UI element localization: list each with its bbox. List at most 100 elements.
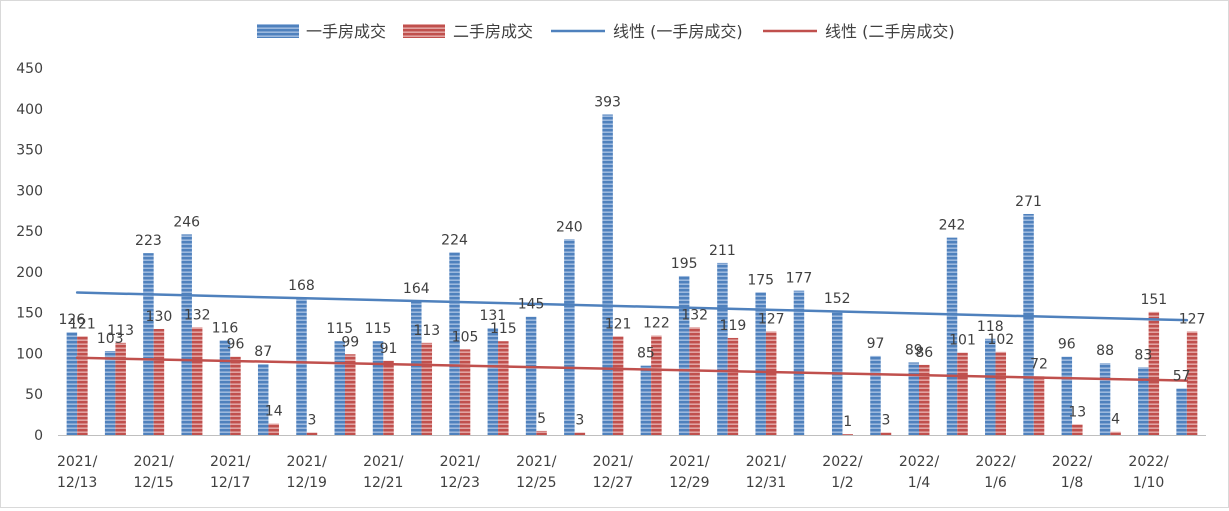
data-label-resale-home: 119	[720, 318, 747, 334]
bar-resale-home	[1033, 376, 1045, 435]
bar-new-home	[296, 297, 307, 435]
data-label-resale-home: 132	[184, 307, 211, 323]
data-label-resale-home: 101	[949, 333, 976, 349]
data-label-new-home: 152	[824, 291, 851, 307]
bar-new-home	[1138, 367, 1149, 435]
bar-resale-home	[995, 351, 1007, 435]
trendline-new-home	[75, 291, 1189, 322]
data-label-new-home: 57	[1173, 369, 1191, 385]
data-label-resale-home: 127	[1179, 311, 1206, 327]
bar-resale-home	[230, 356, 241, 435]
bar-resale-home	[919, 364, 930, 435]
data-label-new-home: 164	[403, 281, 430, 297]
x-tick-label: 2022/	[1052, 454, 1093, 470]
y-axis: 0 50 100 150 200 250 300 350 400 450	[16, 61, 43, 444]
x-axis: 2021/12/13 2021/12/15 2021/12/17 2021/12/19…	[57, 435, 1206, 491]
data-label-resale-home: 91	[380, 341, 398, 357]
bar-new-home	[1176, 388, 1187, 435]
data-label-new-home: 393	[594, 94, 621, 110]
bar-new-home	[793, 290, 805, 435]
bar-new-home	[908, 362, 919, 435]
data-label-resale-home: 121	[69, 316, 96, 332]
legend-label: 线性 (二手房成交)	[825, 22, 955, 41]
data-label-resale-home: 1	[843, 414, 852, 430]
x-tick-label: 1/10	[1133, 475, 1164, 491]
bar-resale-home	[727, 337, 739, 435]
x-tick-label: 2021/	[57, 454, 98, 470]
data-label-resale-home: 13	[1068, 404, 1086, 420]
bar-resale-home	[842, 434, 853, 435]
data-label-resale-home: 3	[308, 413, 317, 429]
bar-resale-home	[765, 331, 777, 435]
data-label-resale-home: 96	[227, 337, 245, 353]
x-tick-label: 2021/	[516, 454, 557, 470]
bar-new-home	[946, 237, 958, 435]
data-label-new-home: 224	[441, 232, 468, 248]
x-tick-label: 2022/	[975, 454, 1016, 470]
legend-item: 线性 (二手房成交)	[763, 22, 955, 41]
bar-resale-home	[498, 341, 509, 435]
bar-new-home	[66, 332, 78, 435]
x-tick-label: 2022/	[899, 454, 940, 470]
x-tick-label: 1/8	[1061, 475, 1084, 491]
data-label-resale-home: 3	[882, 413, 891, 429]
bar-new-home	[487, 328, 499, 435]
bar-resale-home	[306, 432, 318, 435]
data-label-resale-home: 121	[605, 316, 632, 332]
data-label-resale-home: 86	[915, 345, 933, 361]
data-label-new-home: 88	[1096, 343, 1114, 359]
data-label-new-home: 195	[671, 256, 698, 272]
x-tick-label: 2022/	[822, 454, 863, 470]
bar-resale-home	[1148, 311, 1160, 435]
data-label-resale-home: 127	[758, 311, 785, 327]
y-tick-label: 250	[16, 224, 43, 240]
bar-resale-home	[77, 336, 88, 435]
bar-resale-home	[1110, 431, 1121, 435]
data-label-new-home: 177	[786, 271, 813, 287]
data-label-resale-home: 113	[413, 323, 440, 339]
data-label-resale-home: 115	[490, 321, 517, 337]
x-tick-label: 2021/	[593, 454, 634, 470]
x-tick-label: 12/25	[516, 475, 556, 491]
x-tick-label: 12/27	[593, 475, 633, 491]
data-label-new-home: 115	[326, 321, 353, 337]
data-label-new-home: 103	[97, 331, 124, 347]
x-tick-label: 2021/	[440, 454, 481, 470]
y-tick-label: 450	[16, 61, 43, 77]
bar-new-home	[1061, 356, 1073, 435]
data-label-new-home: 118	[977, 319, 1004, 335]
legend-label: 二手房成交	[453, 22, 533, 41]
y-tick-label: 200	[16, 265, 43, 281]
data-label-resale-home: 151	[1140, 292, 1167, 308]
data-label-resale-home: 99	[341, 334, 359, 350]
bar-new-home	[525, 316, 537, 435]
bar-new-home	[640, 365, 652, 435]
bar-resale-home	[880, 432, 892, 435]
bar-resale-home	[268, 423, 279, 435]
x-tick-label: 12/23	[440, 475, 480, 491]
bar-new-home	[411, 301, 422, 435]
data-label-new-home: 223	[135, 233, 162, 249]
x-tick-label: 1/6	[984, 475, 1007, 491]
bar-resale-home	[421, 342, 433, 435]
bar-resale-home	[459, 349, 471, 435]
x-tick-label: 12/31	[746, 475, 786, 491]
bar-resale-home	[345, 354, 356, 435]
bars	[66, 114, 1198, 435]
data-label-resale-home: 4	[1111, 412, 1120, 428]
y-tick-label: 350	[16, 143, 43, 159]
data-label-resale-home: 122	[643, 316, 670, 332]
legend-swatch	[257, 24, 299, 38]
x-tick-label: 1/4	[908, 475, 931, 491]
x-tick-label: 12/15	[133, 475, 173, 491]
legend-item: 线性 (一手房成交)	[551, 22, 743, 41]
y-tick-label: 400	[16, 102, 43, 118]
legend-label: 线性 (一手房成交)	[613, 22, 743, 41]
data-label-resale-home: 5	[537, 411, 546, 427]
bar-new-home	[449, 252, 460, 435]
bar-resale-home	[957, 352, 968, 435]
bar-new-home	[181, 234, 192, 435]
y-tick-label: 150	[16, 306, 43, 322]
